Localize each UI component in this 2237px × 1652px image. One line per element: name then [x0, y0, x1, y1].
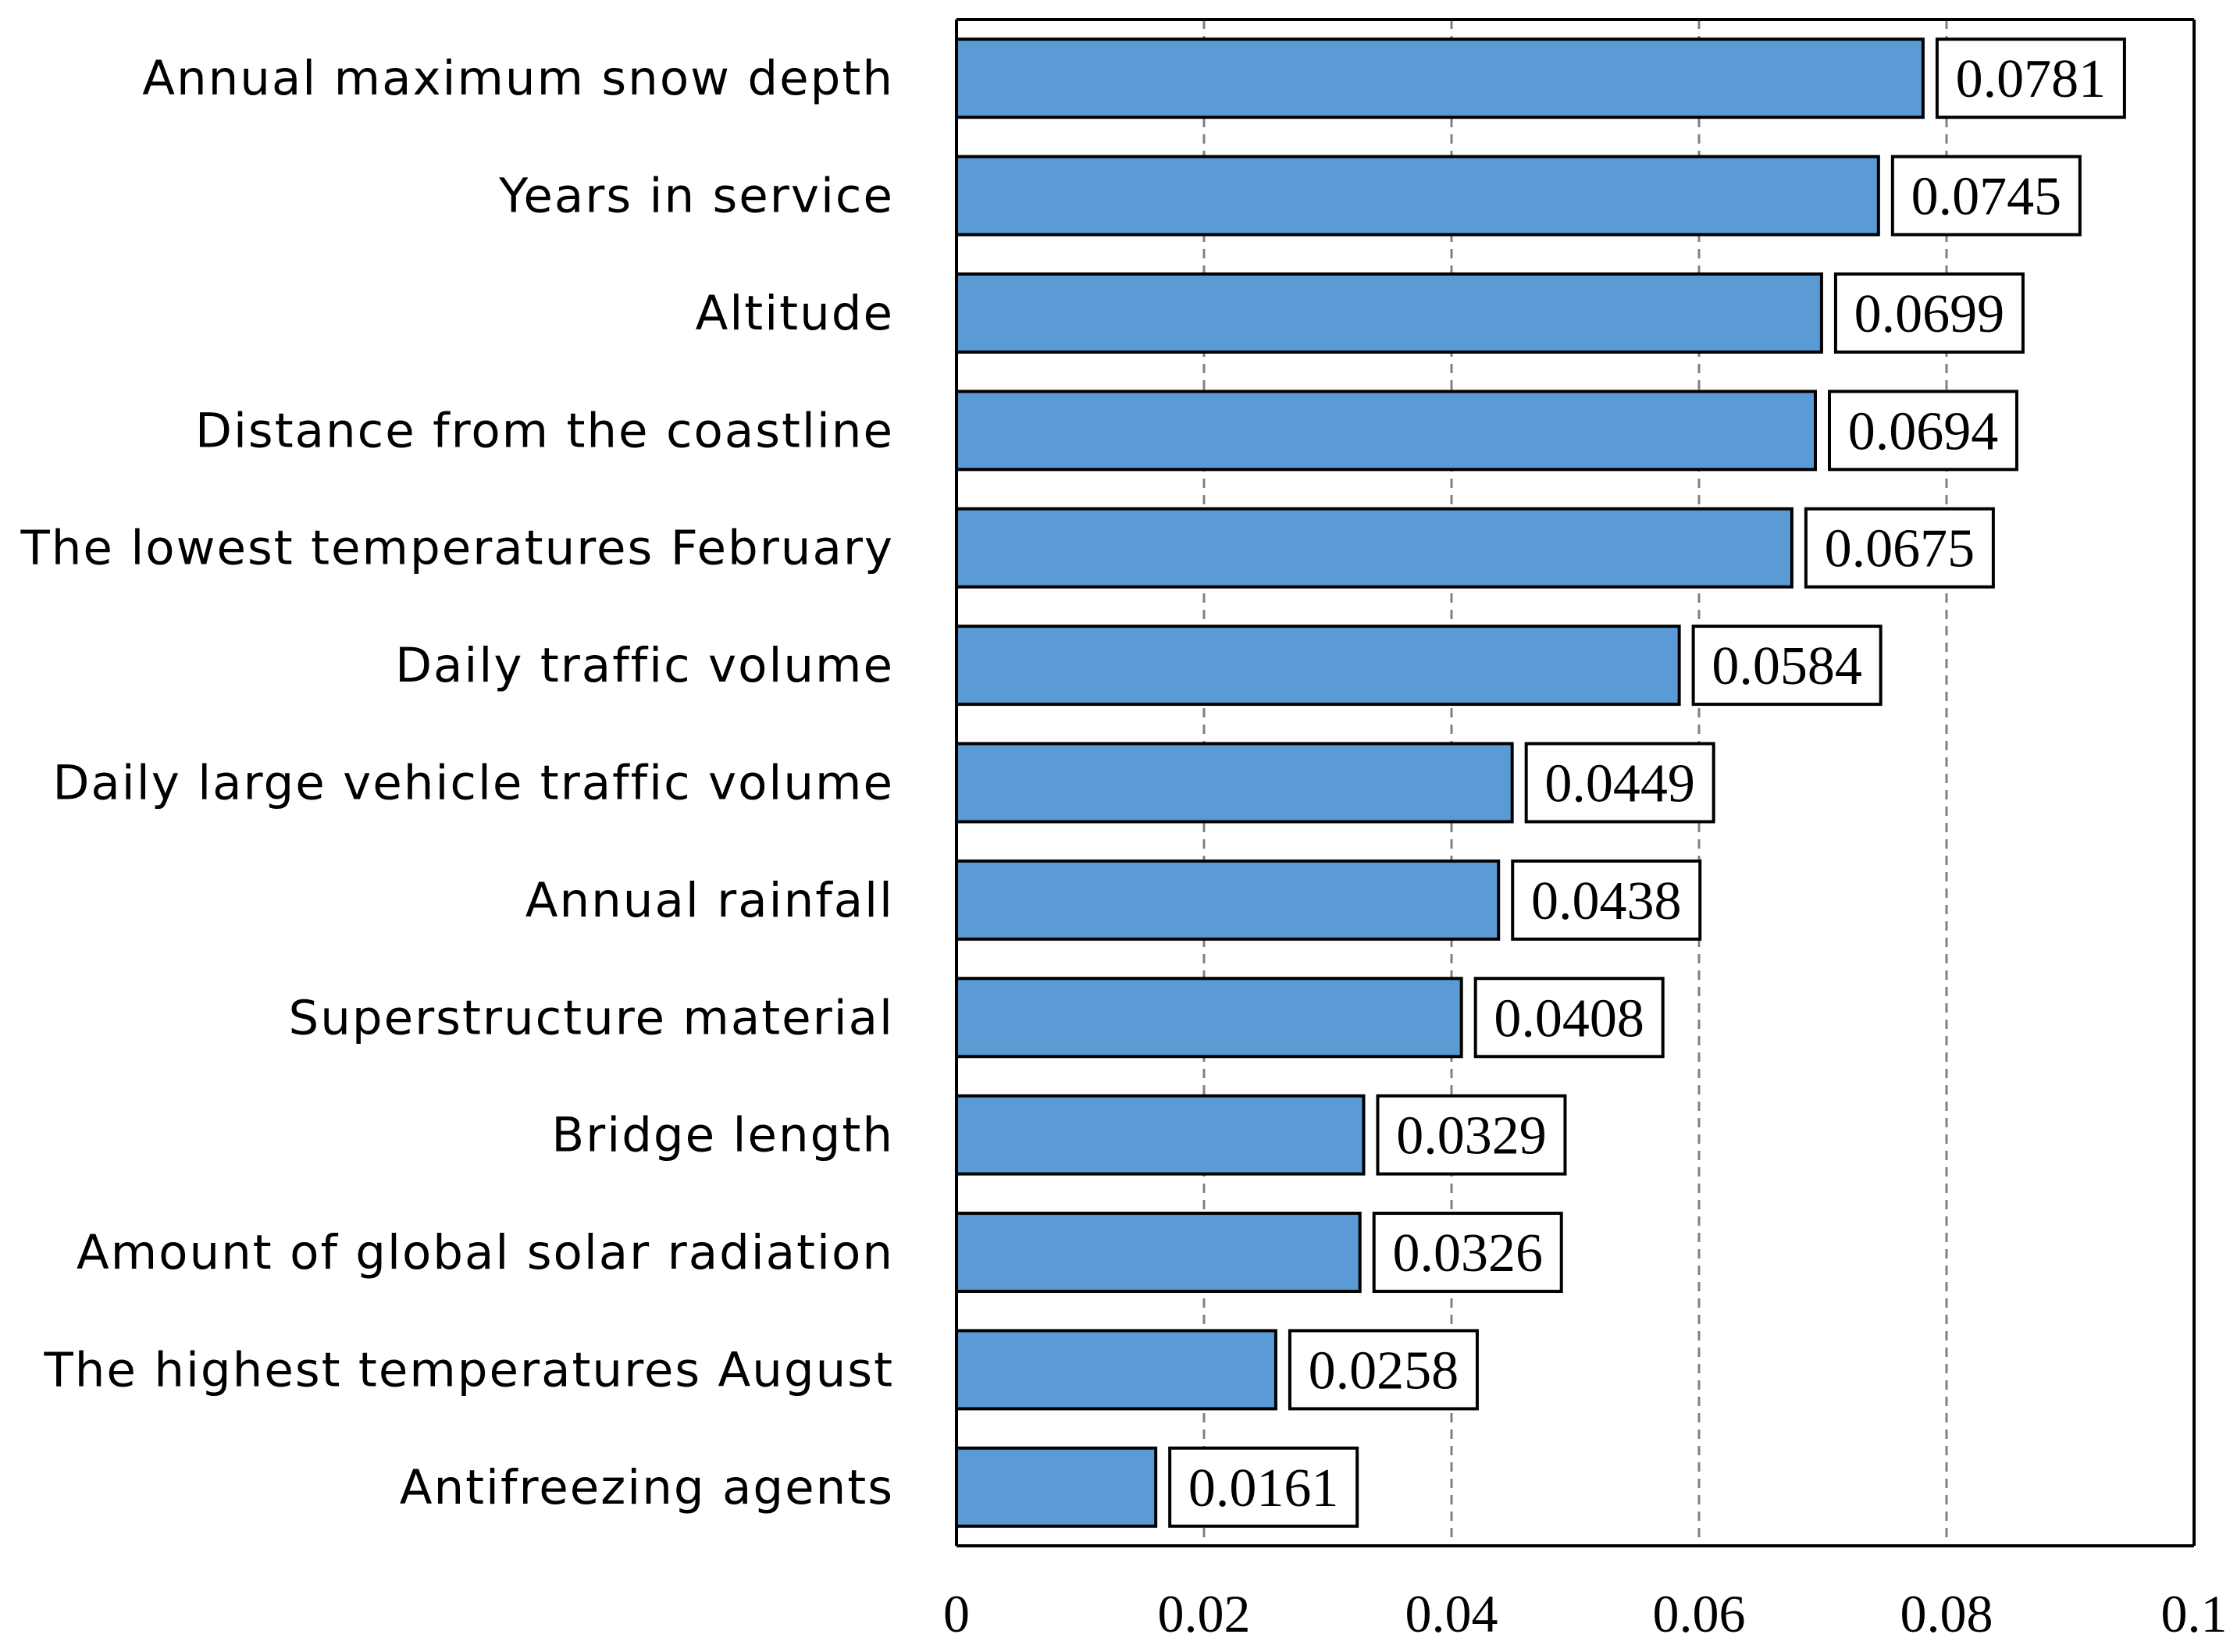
- bar-5: [955, 625, 1681, 707]
- category-label-3: Distance from the coastline: [195, 403, 894, 458]
- data-label-11: 0.0258: [1309, 1340, 1459, 1401]
- data-label-12: 0.0161: [1188, 1458, 1339, 1518]
- category-label-10: Amount of global solar radiation: [77, 1225, 894, 1280]
- category-label-11: The highest temperatures August: [43, 1342, 894, 1397]
- category-label-7: Annual rainfall: [525, 873, 894, 928]
- bar-9: [955, 1094, 1366, 1176]
- data-label-box-8: [1473, 977, 1665, 1059]
- data-label-9: 0.0329: [1396, 1106, 1547, 1166]
- data-label-box-2: [1833, 272, 2025, 354]
- labels: 0.0781 Annual maximum snow depth 0.0745 Yea…: [20, 37, 2228, 1643]
- data-label-box-10: [1372, 1212, 1563, 1294]
- data-label-8: 0.0408: [1494, 988, 1644, 1049]
- data-label-5: 0.0584: [1712, 636, 1862, 696]
- category-label-2: Altitude: [696, 286, 894, 341]
- data-label-box-4: [1804, 507, 1995, 589]
- bar-6: [955, 742, 1514, 824]
- x-tick-label-2: 0.04: [1405, 1584, 1498, 1643]
- data-label-3: 0.0694: [1848, 401, 1999, 461]
- data-label-7: 0.0438: [1531, 871, 1682, 931]
- data-label-box-6: [1524, 742, 1715, 824]
- data-label-box-7: [1511, 859, 1702, 941]
- x-tick-label-0: 0: [943, 1584, 970, 1643]
- x-tick-label-1: 0.02: [1158, 1584, 1251, 1643]
- bar-7: [955, 859, 1501, 941]
- category-label-9: Bridge length: [551, 1108, 894, 1163]
- bar-3: [955, 390, 1817, 472]
- data-label-box-3: [1827, 390, 2018, 472]
- bars: [955, 37, 1925, 1528]
- data-label-box-12: [1168, 1446, 1359, 1528]
- data-label-2: 0.0699: [1854, 284, 2005, 344]
- data-label-0: 0.0781: [1956, 49, 2107, 109]
- data-label-4: 0.0675: [1825, 519, 1975, 579]
- category-label-6: Daily large vehicle traffic volume: [52, 756, 894, 811]
- x-tick-label-4: 0.08: [1900, 1584, 1993, 1643]
- category-label-8: Superstructure material: [288, 990, 894, 1045]
- data-label-box-0: [1935, 37, 2126, 119]
- category-label-12: Antifreezing agents: [400, 1460, 894, 1515]
- x-tick-label-5: 0.1: [2161, 1584, 2228, 1643]
- data-label-box-5: [1691, 625, 1883, 707]
- bar-10: [955, 1212, 1362, 1294]
- x-tick-label-3: 0.06: [1653, 1584, 1746, 1643]
- data-label-6: 0.0449: [1544, 754, 1695, 814]
- data-label-1: 0.0745: [1911, 167, 2062, 227]
- data-label-box-1: [1890, 155, 2082, 237]
- data-label-box-11: [1288, 1329, 1479, 1411]
- data-label-box-9: [1376, 1094, 1567, 1176]
- data-label-10: 0.0326: [1392, 1223, 1543, 1284]
- bar-8: [955, 977, 1463, 1059]
- bar-2: [955, 272, 1823, 354]
- axes: [955, 18, 2196, 1547]
- bar-12: [955, 1446, 1158, 1528]
- bar-4: [955, 507, 1794, 589]
- bar-0: [955, 37, 1925, 119]
- category-label-1: Years in service: [498, 169, 894, 224]
- category-label-0: Annual maximum snow depth: [142, 51, 894, 106]
- category-label-4: The lowest temperatures February: [20, 521, 894, 576]
- bar-11: [955, 1329, 1277, 1411]
- category-label-5: Daily traffic volume: [395, 638, 894, 693]
- bar-1: [955, 155, 1880, 237]
